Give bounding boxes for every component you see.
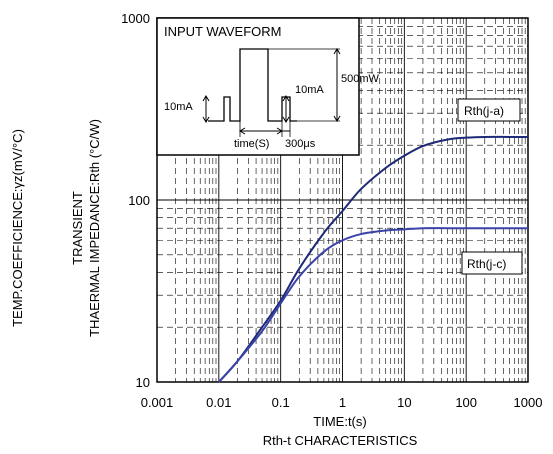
inset-title: INPUT WAVEFORM: [164, 24, 281, 39]
x-tick-label: 1000: [514, 395, 543, 410]
width-label: 300μs: [285, 138, 316, 150]
tick-labels: 0.001 0.01 0.1 1 10 100 1000 10 100 1000: [121, 11, 542, 410]
series-label-ja: Rth(j-a): [457, 98, 521, 122]
left-pulse-label: 10mA: [164, 101, 193, 113]
input-waveform-inset: INPUT WAVEFORM 10mA 10mA 500mW time(S) 3…: [156, 17, 380, 156]
series-layer: [218, 135, 528, 383]
y-tick-label: 100: [128, 193, 150, 208]
series-line-rth-ja: [218, 135, 528, 383]
series-label-jc-box: [461, 251, 523, 275]
chart-caption: Rth-t CHARACTERISTICS: [263, 433, 418, 448]
y-tick-label: 10: [136, 375, 150, 390]
y-axis-title-line2: THAERMAL IMPEDANCE:Rth (°C/W): [87, 119, 102, 337]
amplitude-label: 500mW: [341, 73, 380, 85]
left-pulse-arrowheads: [202, 95, 210, 123]
series-label-jc-text: Rth(j-c): [467, 257, 506, 271]
amplitude-arrowheads: [333, 48, 341, 122]
x-tick-label: 10: [397, 395, 411, 410]
time-label: time(S): [234, 138, 269, 150]
x-tick-label: 1: [339, 395, 346, 410]
series-label-jc: Rth(j-c): [461, 251, 523, 275]
y-axis-title-line1: TRANSIENT: [70, 191, 85, 265]
right-pulse-label: 10mA: [295, 84, 324, 96]
x-tick-label: 0.1: [272, 395, 290, 410]
x-tick-label: 0.01: [206, 395, 231, 410]
inset-box: [156, 17, 360, 156]
waveform-trace: [208, 48, 297, 122]
x-tick-label: 100: [455, 395, 477, 410]
right-pulse-arrowheads: [282, 95, 290, 123]
y-tick-label: 1000: [121, 11, 150, 26]
series-line-rth-jc: [218, 227, 528, 383]
y-axis-secondary-title: TEMP.COEFFICIENCE:γz(mV/°C): [10, 129, 25, 327]
series-label-ja-box: [457, 98, 521, 122]
series-label-ja-text: Rth(j-a): [464, 104, 504, 118]
x-tick-label: 0.001: [141, 395, 174, 410]
x-axis-title: TIME:t(s): [313, 414, 366, 429]
